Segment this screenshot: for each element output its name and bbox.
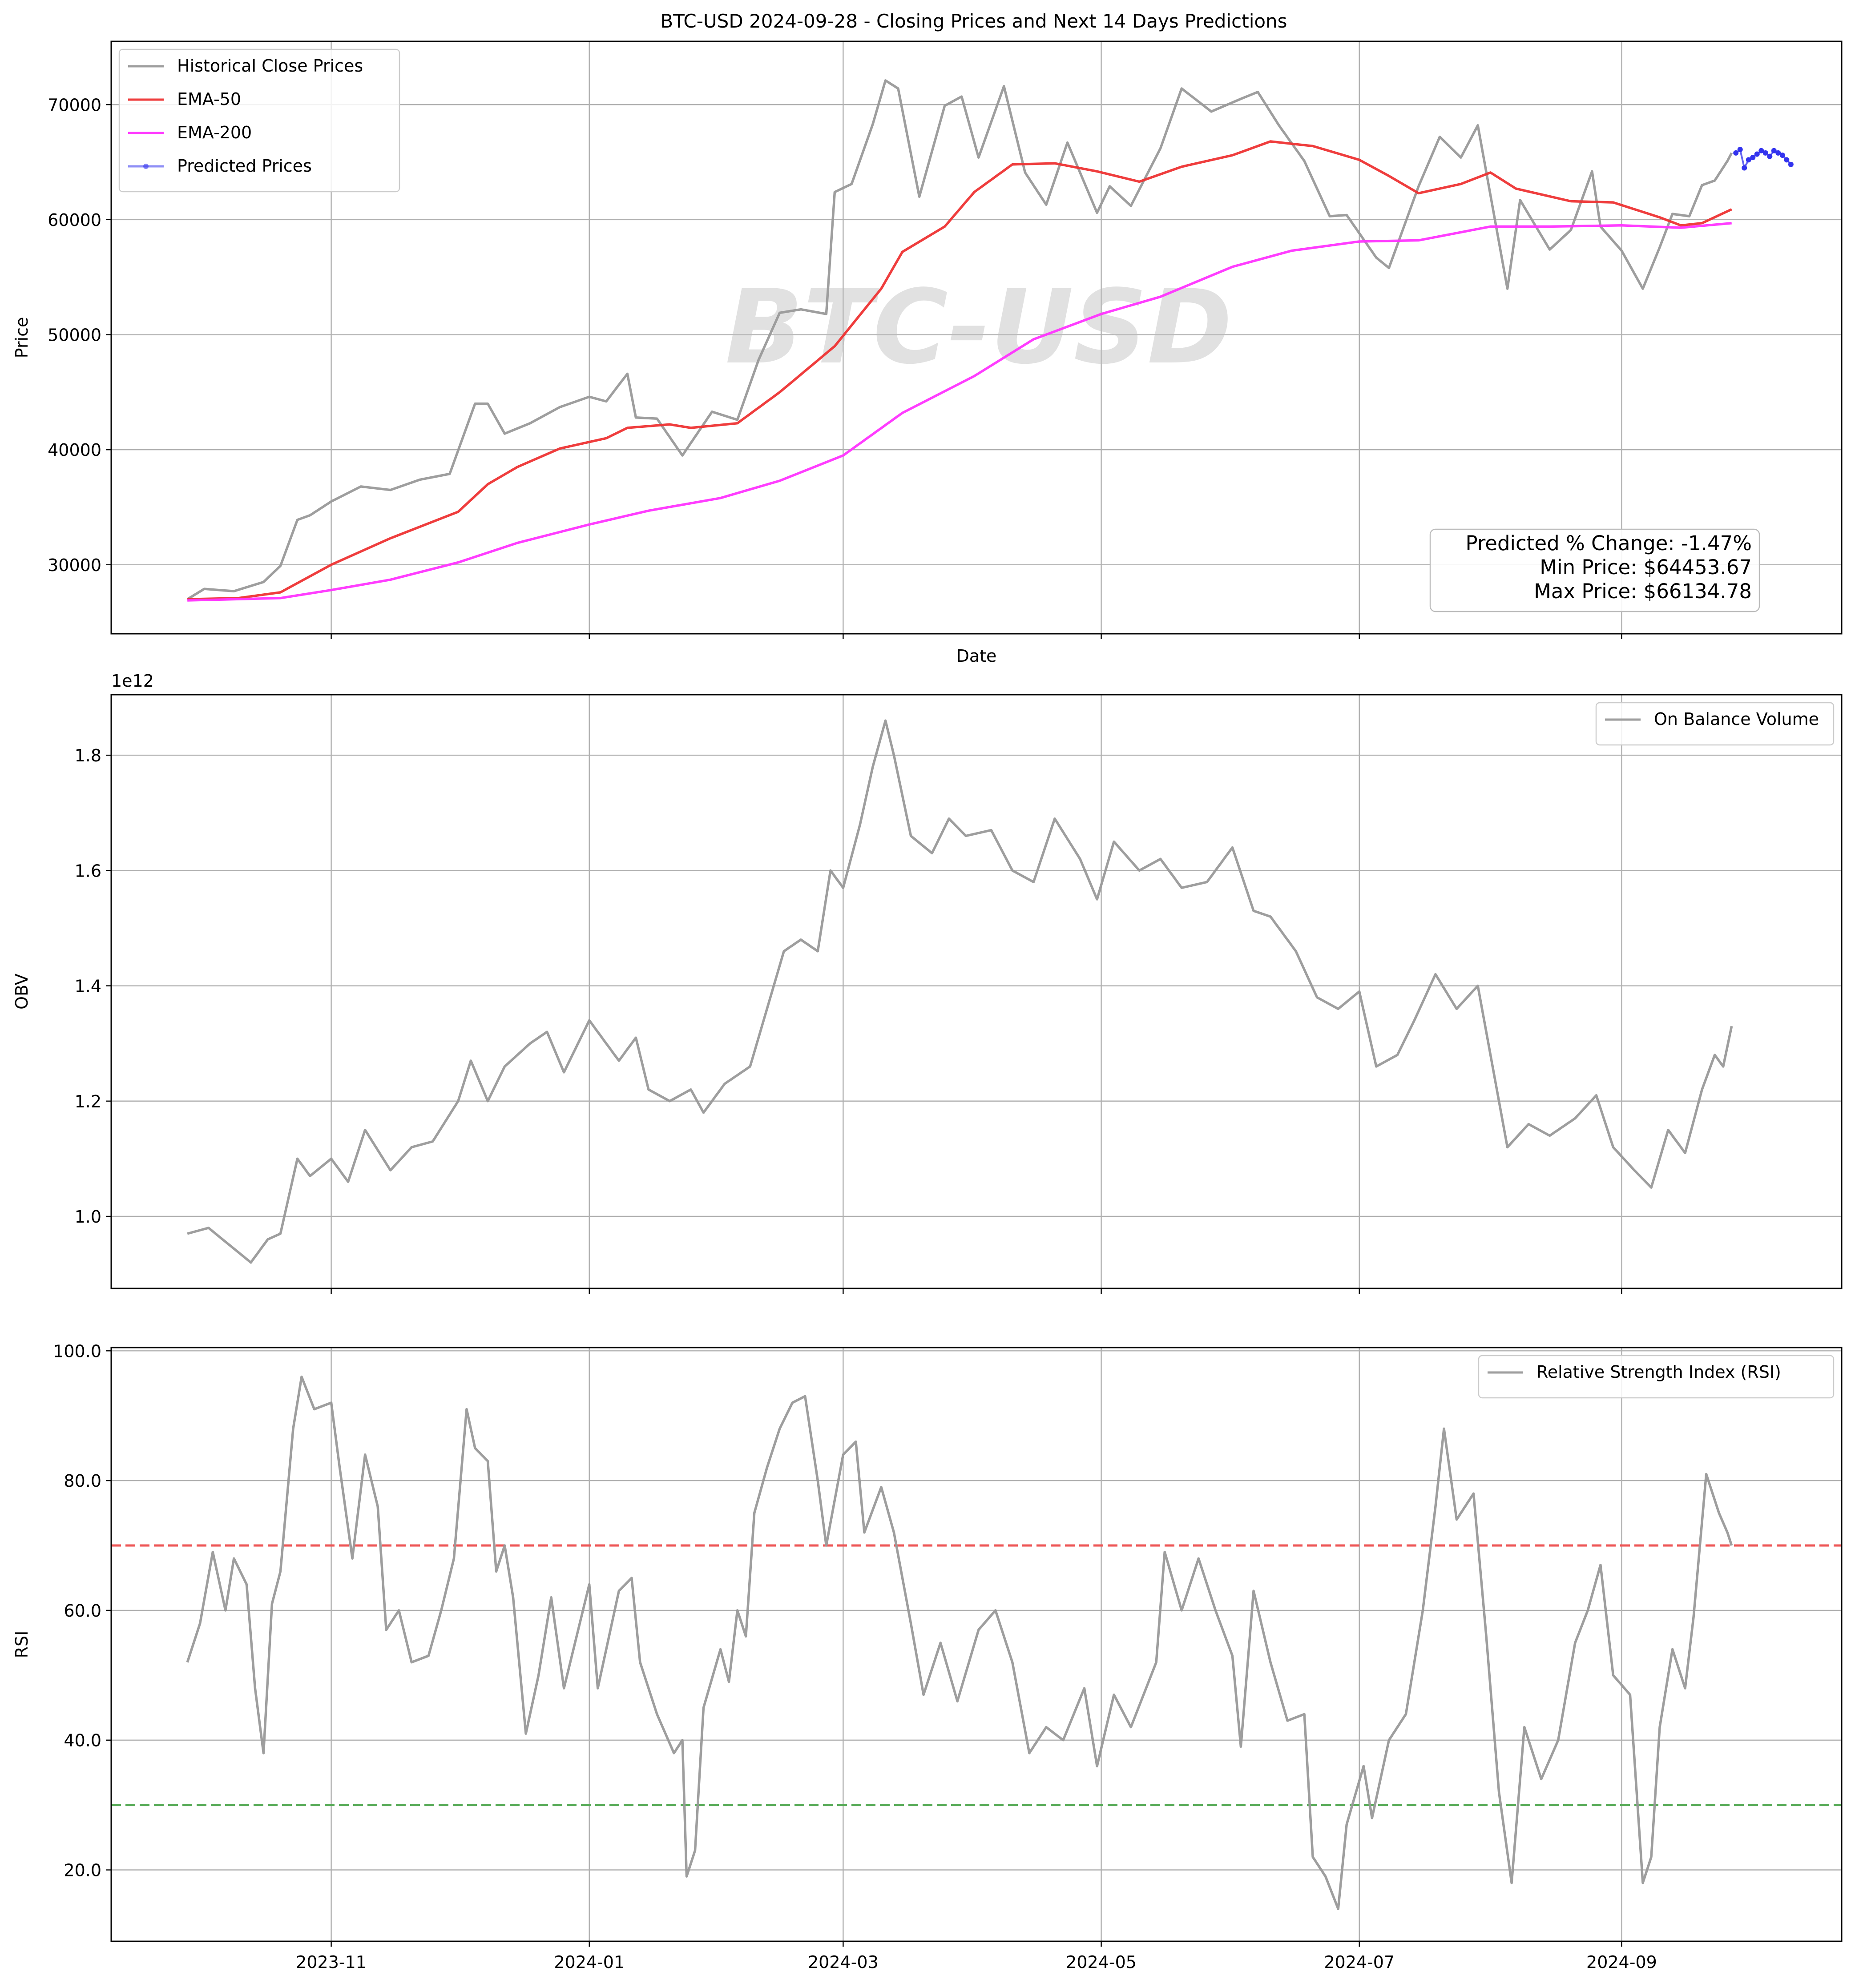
- y-tick-label: 40.0: [64, 1731, 101, 1751]
- y-offset-text: 1e12: [111, 671, 154, 691]
- prediction-point: [1788, 161, 1794, 167]
- annotation-line: Predicted % Change: -1.47%: [1465, 531, 1752, 555]
- x-tick-label: 2024-03: [808, 1952, 879, 1972]
- x-tick-label: 2023-11: [296, 1952, 367, 1972]
- x-tick-label: 2024-09: [1586, 1952, 1657, 1972]
- legend-box: [1478, 1355, 1835, 1399]
- y-tick-label: 40000: [48, 440, 101, 460]
- x-tick-label: 2024-01: [554, 1952, 625, 1972]
- panel-obv: 1.0 1.2 1.4 1.6 1.8 OBV 1e12 On Balance Volume: [12, 671, 1843, 1294]
- y-tick-label: 70000: [48, 95, 101, 115]
- axes-frame: [110, 40, 1843, 635]
- legend-label-obv: On Balance Volume: [1654, 709, 1819, 729]
- legend-marker: [143, 164, 149, 169]
- y-tick-label: 1.6: [75, 861, 101, 881]
- y-tick-label: 60000: [48, 210, 101, 230]
- series-line-ema200: [187, 221, 1732, 602]
- prediction-point: [1775, 150, 1781, 156]
- legend-label-pred: Predicted Prices: [177, 156, 312, 176]
- prediction-point: [1762, 150, 1768, 156]
- prediction-point: [1771, 148, 1777, 153]
- y-tick-label: 50000: [48, 326, 101, 345]
- annotation: Predicted % Change: -1.47%Min Price: $64…: [1429, 528, 1760, 612]
- prediction-point: [1767, 153, 1773, 159]
- y-axis-label: RSI: [12, 1631, 32, 1658]
- prediction-point: [1737, 147, 1743, 153]
- legend-label-ema200: EMA-200: [177, 123, 252, 142]
- series-line-close: [186, 79, 1733, 600]
- chart-title: BTC-USD 2024-09-28 - Closing Prices and …: [660, 10, 1287, 32]
- prediction-point: [1758, 148, 1764, 153]
- prediction-point: [1750, 155, 1756, 161]
- prediction-point: [1784, 157, 1790, 163]
- annotation-line: Max Price: $66134.78: [1534, 579, 1752, 603]
- y-tick-label: 1.0: [75, 1207, 101, 1227]
- y-tick-label: 60.0: [64, 1601, 101, 1621]
- legend-label-ema50: EMA-50: [177, 89, 241, 109]
- series-line-obv: [187, 719, 1733, 1264]
- legend-box: [118, 48, 400, 193]
- y-tick-label: 100.0: [53, 1341, 101, 1361]
- x-tick-label: 2024-07: [1324, 1952, 1395, 1972]
- prediction-point: [1779, 153, 1785, 158]
- legend: On Balance Volume: [1595, 702, 1835, 746]
- legend-box: [1595, 702, 1835, 746]
- prediction-point: [1746, 157, 1751, 163]
- legend: Relative Strength Index (RSI): [1478, 1355, 1835, 1399]
- legend-label-rsi: Relative Strength Index (RSI): [1536, 1362, 1781, 1382]
- legend: Historical Close Prices EMA-50 EMA-200 Pred…: [118, 48, 400, 193]
- y-tick-label: 1.8: [75, 746, 101, 765]
- series-line-ema50: [187, 140, 1732, 601]
- y-tick-label: 30000: [48, 555, 101, 575]
- annotation-box: [1429, 528, 1760, 612]
- axes-frame: [110, 694, 1843, 1289]
- y-tick-label: 20.0: [64, 1861, 101, 1880]
- watermark: BTC-USD: [725, 268, 1232, 387]
- y-tick-label: 80.0: [64, 1471, 101, 1491]
- panels: 30000 40000 50000 60000 70000 BTC-USD Price Dat…: [12, 40, 1843, 1972]
- y-axis-label: OBV: [12, 974, 32, 1010]
- annotation-line: Min Price: $64453.67: [1540, 555, 1752, 579]
- legend-label-close: Historical Close Prices: [177, 56, 363, 76]
- prediction-point: [1742, 165, 1747, 171]
- series-line-rsi: [186, 1375, 1733, 1910]
- axes-frame: [110, 1347, 1843, 1942]
- prediction-point: [1733, 150, 1739, 156]
- y-tick-label: 1.4: [75, 977, 101, 996]
- panel-rsi: 20.0 40.0 60.0 80.0 100.0 2023-11 2024-01 2024-…: [12, 1341, 1843, 1972]
- panel-price: 30000 40000 50000 60000 70000 BTC-USD Price Dat…: [12, 40, 1843, 666]
- y-tick-label: 1.2: [75, 1092, 101, 1111]
- y-axis-label: Price: [12, 317, 32, 358]
- x-axis-label: Date: [956, 646, 997, 666]
- prediction-point: [1754, 151, 1760, 157]
- x-tick-label: 2024-05: [1066, 1952, 1137, 1972]
